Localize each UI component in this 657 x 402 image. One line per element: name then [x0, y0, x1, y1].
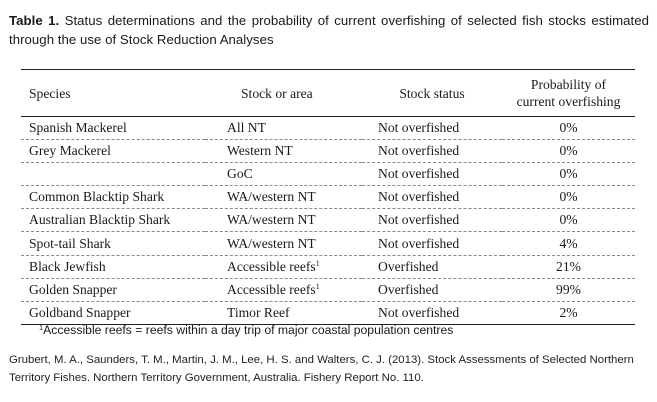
- stock-status-table: Species Stock or area Stock status Proba…: [21, 69, 635, 325]
- caption-text: Status determinations and the probabilit…: [9, 13, 649, 47]
- species-cell: [21, 162, 205, 187]
- probability-cell: 0%: [502, 116, 635, 141]
- stock-area-text: WA/western NT: [227, 189, 316, 205]
- stock-area-cell: Accessible reefs1: [205, 255, 362, 279]
- species-cell: Golden Snapper: [21, 278, 205, 302]
- stock-area-text: GoC: [227, 166, 253, 182]
- header-probability-line2: current overfishing: [516, 94, 621, 109]
- caption-lead: Table 1.: [9, 13, 60, 28]
- stock-status-cell: Overfished: [362, 278, 502, 302]
- probability-cell: 99%: [502, 278, 635, 302]
- footnote-marker: 1: [39, 323, 44, 332]
- stock-area-text: Accessible reefs: [227, 258, 316, 274]
- probability-cell: 0%: [502, 208, 635, 233]
- citation-reference: Grubert, M. A., Saunders, T. M., Martin,…: [9, 354, 634, 384]
- header-probability: Probability of current overfishing: [502, 69, 635, 117]
- table-row: Australian Blacktip Shark WA/western NT No…: [21, 208, 635, 233]
- table-caption: Table 1. Status determinations and the p…: [9, 11, 649, 49]
- stock-area-cell: WA/western NT: [205, 231, 362, 256]
- species-cell: Spot-tail Shark: [21, 231, 205, 256]
- table-row: Spot-tail Shark WA/western NT Not overfish…: [21, 231, 635, 256]
- table-header: Species Stock or area Stock status Proba…: [21, 69, 635, 117]
- table-row: Common Blacktip Shark WA/western NT Not ov…: [21, 185, 635, 210]
- table-row: Grey Mackerel Western NT Not overfished 0%: [21, 139, 635, 164]
- stock-area-text: Timor Reef: [227, 304, 290, 320]
- stock-area-cell: GoC: [205, 162, 362, 187]
- stock-status-cell: Not overfished: [362, 116, 502, 141]
- footnote-text: Accessible reefs = reefs within a day tr…: [43, 323, 454, 337]
- stock-status-cell: Not overfished: [362, 231, 502, 256]
- table-row: GoC Not overfished 0%: [21, 162, 635, 187]
- footnote: 1Accessible reefs = reefs within a day t…: [39, 323, 453, 338]
- probability-cell: 0%: [502, 162, 635, 187]
- table-row: Spanish Mackerel All NT Not overfished 0%: [21, 116, 635, 141]
- table-row: Black Jewfish Accessible reefs1 Overfished…: [21, 255, 635, 279]
- stock-status-cell: Not overfished: [362, 185, 502, 210]
- stock-area-text: Accessible reefs: [227, 281, 316, 297]
- stock-area-cell: Western NT: [205, 139, 362, 164]
- stock-status-cell: Not overfished: [362, 301, 502, 325]
- stock-status-cell: Not overfished: [362, 208, 502, 233]
- probability-cell: 0%: [502, 139, 635, 164]
- header-stock-status: Stock status: [362, 69, 502, 117]
- stock-area-cell: WA/western NT: [205, 208, 362, 233]
- species-cell: Black Jewfish: [21, 255, 205, 279]
- species-cell: Common Blacktip Shark: [21, 185, 205, 210]
- stock-area-text: WA/western NT: [227, 212, 316, 228]
- stock-status-cell: Overfished: [362, 255, 502, 279]
- stock-area-cell: Accessible reefs1: [205, 278, 362, 302]
- stock-area-cell: Timor Reef: [205, 301, 362, 325]
- species-cell: Spanish Mackerel: [21, 116, 205, 141]
- stock-area-cell: All NT: [205, 116, 362, 141]
- stock-area-text: WA/western NT: [227, 235, 316, 251]
- footnote-reference-marker: 1: [315, 258, 320, 268]
- table-row: Goldband Snapper Timor Reef Not overfished…: [21, 301, 635, 325]
- table-row: Golden Snapper Accessible reefs1 Overfishe…: [21, 278, 635, 302]
- species-cell: Australian Blacktip Shark: [21, 208, 205, 233]
- header-species: Species: [21, 69, 205, 117]
- probability-cell: 21%: [502, 255, 635, 279]
- stock-area-text: All NT: [227, 120, 266, 136]
- stock-area-cell: WA/western NT: [205, 185, 362, 210]
- header-row: Species Stock or area Stock status Proba…: [21, 69, 635, 117]
- header-stock-area: Stock or area: [205, 69, 362, 117]
- header-probability-line1: Probability of: [530, 77, 607, 92]
- table-body: Spanish Mackerel All NT Not overfished 0% Gr…: [21, 116, 635, 325]
- probability-cell: 4%: [502, 231, 635, 256]
- stock-status-cell: Not overfished: [362, 139, 502, 164]
- stock-area-text: Western NT: [227, 143, 293, 159]
- species-cell: Grey Mackerel: [21, 139, 205, 164]
- probability-cell: 2%: [502, 301, 635, 325]
- species-cell: Goldband Snapper: [21, 301, 205, 325]
- probability-cell: 0%: [502, 185, 635, 210]
- footnote-reference-marker: 1: [315, 281, 320, 291]
- stock-status-cell: Not overfished: [362, 162, 502, 187]
